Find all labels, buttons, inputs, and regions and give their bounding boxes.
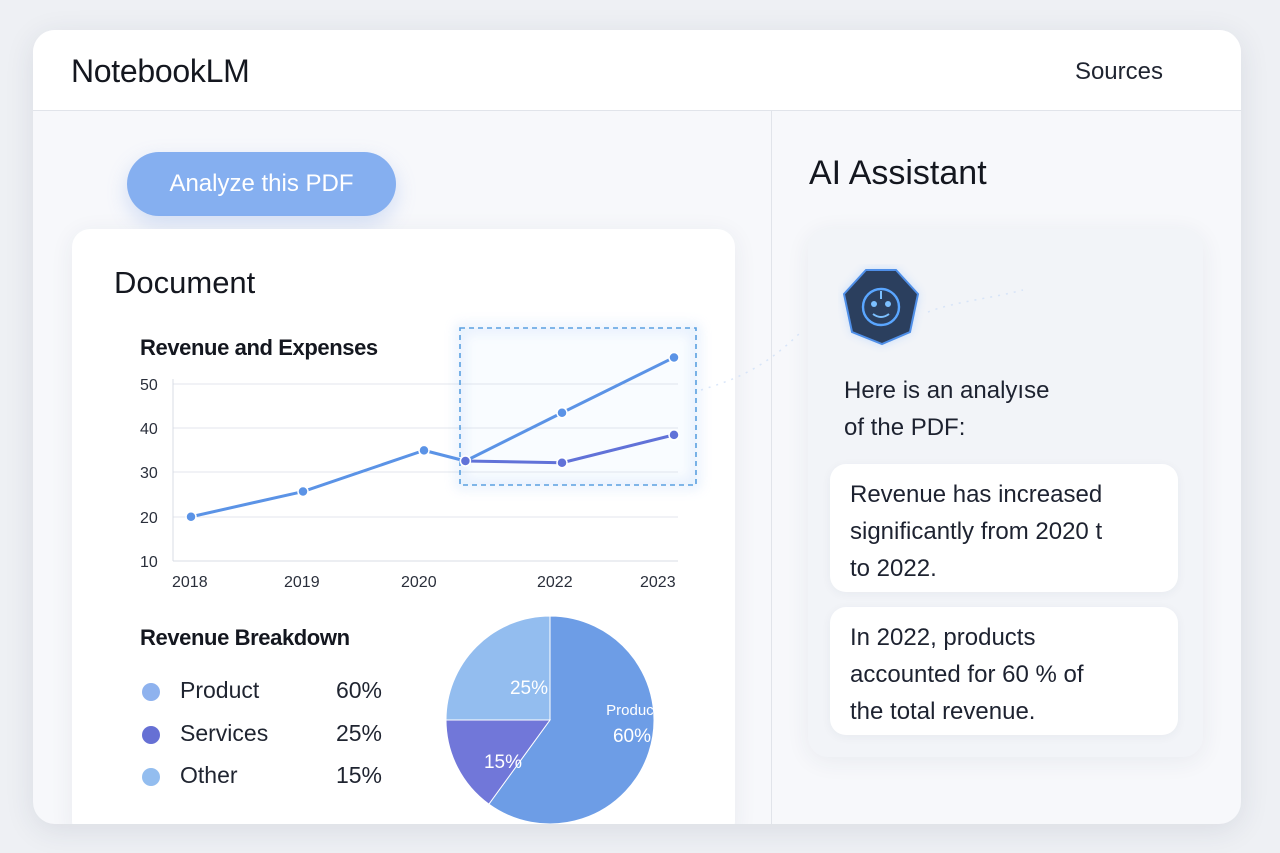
- x-tick-label: 2023: [640, 574, 676, 591]
- y-tick-label: 50: [140, 377, 158, 394]
- assistant-title: AI Assistant: [809, 154, 987, 192]
- legend-percent: 60%: [335, 677, 382, 703]
- pie-slices: [445, 615, 655, 824]
- legend-percent: 25%: [335, 720, 382, 746]
- legend-dot: [142, 768, 160, 786]
- app-title: NotebookLM: [71, 53, 250, 89]
- message-text: In 2022, products accounted for 60 % of …: [850, 619, 1170, 730]
- message-line: significantly from 2020 t: [850, 518, 1103, 545]
- legend-item-other: Other 15%: [142, 762, 382, 792]
- data-point: [185, 511, 197, 523]
- y-tick-label: 20: [140, 510, 158, 527]
- document-title: Document: [114, 265, 256, 300]
- data-point: [459, 455, 472, 467]
- assistant-message-bubble: Revenue has increased significantly from…: [830, 464, 1178, 592]
- panel-divider: [771, 111, 772, 824]
- series-line-revenue: [190, 356, 675, 519]
- legend-item-services: Services 25%: [142, 720, 382, 750]
- pie-chart: Product 60% 25% 15%: [445, 615, 659, 824]
- pie-slice-product: [488, 615, 655, 824]
- intro-line: of the PDF:: [844, 414, 966, 441]
- y-tick-labels: 50 40 30 20 10: [140, 377, 158, 571]
- data-point: [418, 444, 430, 457]
- pie-slice-other: [445, 615, 551, 721]
- y-tick-label: 30: [140, 465, 158, 482]
- y-tick-label: 40: [140, 421, 158, 438]
- line-chart: 50 40 30 20 10 2018 2019 2020 2022 2023: [140, 325, 699, 591]
- assistant-chat-card: Here is an analyıse of the PDF: Revenue …: [808, 229, 1203, 757]
- legend-item-product: Product 60%: [142, 677, 382, 707]
- ai-bot-avatar-icon: [842, 269, 920, 346]
- line-chart-gridlines: [172, 379, 678, 562]
- app-window: NotebookLM Sources Analyze this PDF Docu…: [33, 30, 1241, 824]
- x-tick-label: 2020: [401, 574, 437, 591]
- pie-slice-label-other: 25%: [510, 678, 548, 699]
- data-point: [556, 407, 568, 419]
- data-point: [297, 485, 309, 498]
- pie-chart-title: Revenue Breakdown: [140, 625, 350, 650]
- line-series-layer: [185, 351, 680, 523]
- legend-percent: 15%: [335, 762, 382, 788]
- legend-label: Other: [180, 762, 238, 788]
- pie-slice-label-product: 60%: [613, 726, 651, 747]
- message-line: to 2022.: [850, 555, 937, 582]
- x-tick-label: 2018: [172, 574, 208, 591]
- data-point: [556, 457, 568, 469]
- legend-dot: [142, 683, 160, 701]
- data-point: [668, 429, 680, 441]
- message-line: accounted for 60 % of: [850, 661, 1084, 688]
- message-line: In 2022, products: [850, 624, 1036, 651]
- legend-label: Product: [180, 677, 260, 703]
- document-card: Document Revenue and Expenses 50 40 30 2…: [72, 229, 735, 824]
- x-tick-labels: 2018 2019 2020 2022 2023: [172, 574, 676, 591]
- analyze-pdf-button[interactable]: Analyze this PDF: [127, 152, 396, 216]
- pie-slice-label-product-name: Product: [606, 702, 659, 719]
- assistant-intro-text: Here is an analyıse of the PDF:: [844, 372, 1144, 446]
- legend-dot: [142, 726, 160, 744]
- sources-link[interactable]: Sources: [1074, 58, 1163, 85]
- y-tick-label: 10: [140, 554, 158, 571]
- message-text: Revenue has increased significantly from…: [850, 476, 1170, 587]
- x-tick-label: 2019: [284, 574, 320, 591]
- x-tick-label: 2022: [537, 574, 573, 591]
- pie-slice-label-services: 15%: [484, 752, 522, 773]
- assistant-message-bubble: In 2022, products accounted for 60 % of …: [830, 607, 1178, 735]
- legend-label: Services: [180, 720, 269, 746]
- intro-line: Here is an analyıse: [844, 377, 1050, 404]
- pie-slice-services: [445, 719, 551, 805]
- line-chart-title: Revenue and Expenses: [140, 335, 378, 360]
- data-point: [668, 351, 680, 364]
- message-line: Revenue has increased: [850, 481, 1103, 508]
- app-header: NotebookLM Sources: [33, 30, 1241, 111]
- message-line: the total revenue.: [850, 698, 1036, 725]
